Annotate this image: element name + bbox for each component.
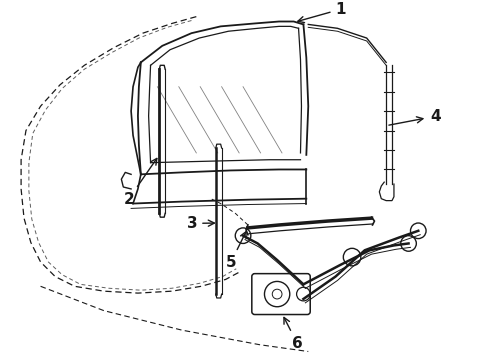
Circle shape xyxy=(343,248,361,266)
Text: 5: 5 xyxy=(225,232,246,270)
Text: 4: 4 xyxy=(389,109,441,125)
Text: 6: 6 xyxy=(284,318,302,351)
Text: 2: 2 xyxy=(123,158,157,207)
Circle shape xyxy=(235,228,251,243)
Text: 1: 1 xyxy=(298,2,346,23)
Circle shape xyxy=(401,236,416,251)
Circle shape xyxy=(411,223,426,239)
Text: 3: 3 xyxy=(187,216,215,231)
